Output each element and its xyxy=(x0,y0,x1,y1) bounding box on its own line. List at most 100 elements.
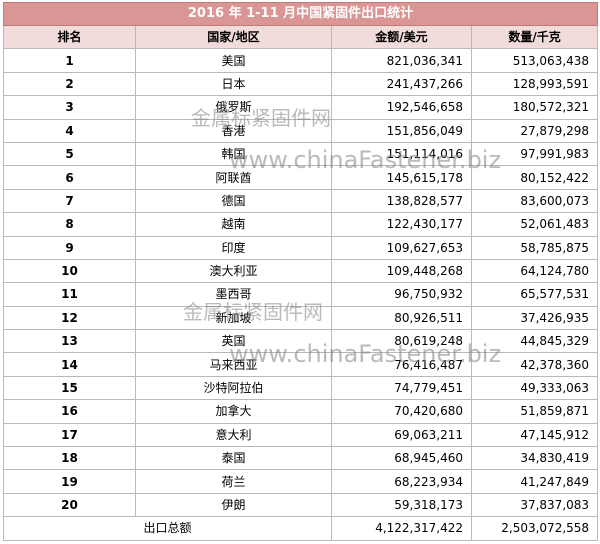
cell: 6 xyxy=(3,165,136,190)
cell: 109,448,268 xyxy=(331,258,472,284)
cell: 27,879,298 xyxy=(470,118,599,143)
cell: 37,426,935 xyxy=(470,305,599,331)
cell: 沙特阿拉伯 xyxy=(135,375,332,401)
cell: 2 xyxy=(3,71,136,97)
cell: 韩国 xyxy=(135,141,332,167)
cell: 80,152,422 xyxy=(470,165,599,190)
cell: 513,063,438 xyxy=(470,48,599,73)
cell: 52,061,483 xyxy=(470,212,599,237)
cell: 76,416,487 xyxy=(331,352,472,377)
cell: 109,627,653 xyxy=(331,235,472,260)
cell: 151,114,016 xyxy=(331,141,472,167)
total-quantity: 2,503,072,558 xyxy=(470,516,599,541)
data-row: 13 英国 80,619,248 44,845,329 xyxy=(3,329,599,354)
cell: 58,785,875 xyxy=(470,235,599,260)
cell: 17 xyxy=(3,422,136,448)
cell: 138,828,577 xyxy=(331,188,472,214)
cell: 16 xyxy=(3,399,136,424)
cell: 65,577,531 xyxy=(470,282,599,307)
data-row: 9 印度 109,627,653 58,785,875 xyxy=(3,235,599,260)
cell: 5 xyxy=(3,141,136,167)
cell: 俄罗斯 xyxy=(135,95,332,120)
header-cell: 金额/美元 xyxy=(331,24,472,50)
cell: 49,333,063 xyxy=(470,375,599,401)
table-title: 2016 年 1-11 月中国紧固件出口统计 xyxy=(2,2,599,26)
cell: 34,830,419 xyxy=(470,446,599,471)
cell: 澳大利亚 xyxy=(135,258,332,284)
data-row: 3 俄罗斯 192,546,658 180,572,321 xyxy=(3,95,599,120)
cell: 4 xyxy=(3,118,136,143)
cell: 41,247,849 xyxy=(470,469,599,494)
data-row: 7 德国 138,828,577 83,600,073 xyxy=(3,188,599,214)
cell: 80,619,248 xyxy=(331,329,472,354)
data-row: 4 香港 151,856,049 27,879,298 xyxy=(3,118,599,143)
cell: 128,993,591 xyxy=(470,71,599,97)
cell: 37,837,083 xyxy=(470,492,599,518)
cell: 日本 xyxy=(135,71,332,97)
cell: 泰国 xyxy=(135,446,332,471)
cell: 15 xyxy=(3,375,136,401)
cell: 新加坡 xyxy=(135,305,332,331)
cell: 47,145,912 xyxy=(470,422,599,448)
cell: 64,124,780 xyxy=(470,258,599,284)
header-row: 排名 国家/地区 金额/美元 数量/千克 xyxy=(3,24,599,50)
cell: 96,750,932 xyxy=(331,282,472,307)
cell: 马来西亚 xyxy=(135,352,332,377)
data-row: 15 沙特阿拉伯 74,779,451 49,333,063 xyxy=(3,375,599,401)
data-row: 10 澳大利亚 109,448,268 64,124,780 xyxy=(3,258,599,284)
cell: 151,856,049 xyxy=(331,118,472,143)
cell: 伊朗 xyxy=(135,492,332,518)
data-row: 17 意大利 69,063,211 47,145,912 xyxy=(3,422,599,448)
data-row: 5 韩国 151,114,016 97,991,983 xyxy=(3,141,599,167)
cell: 3 xyxy=(3,95,136,120)
cell: 83,600,073 xyxy=(470,188,599,214)
cell: 44,845,329 xyxy=(470,329,599,354)
cell: 42,378,360 xyxy=(470,352,599,377)
cell: 11 xyxy=(3,282,136,307)
cell: 意大利 xyxy=(135,422,332,448)
cell: 145,615,178 xyxy=(331,165,472,190)
cell: 墨西哥 xyxy=(135,282,332,307)
cell: 德国 xyxy=(135,188,332,214)
header-cell: 数量/千克 xyxy=(470,24,599,50)
cell: 美国 xyxy=(135,48,332,73)
cell: 10 xyxy=(3,258,136,284)
cell: 51,859,871 xyxy=(470,399,599,424)
cell: 192,546,658 xyxy=(331,95,472,120)
header-cell: 排名 xyxy=(3,24,136,50)
data-row: 11 墨西哥 96,750,932 65,577,531 xyxy=(3,282,599,307)
cell: 97,991,983 xyxy=(470,141,599,167)
data-row: 19 荷兰 68,223,934 41,247,849 xyxy=(3,469,599,494)
cell: 阿联酋 xyxy=(135,165,332,190)
cell: 20 xyxy=(3,492,136,518)
total-amount: 4,122,317,422 xyxy=(331,516,472,541)
data-row: 6 阿联酋 145,615,178 80,152,422 xyxy=(3,165,599,190)
cell: 荷兰 xyxy=(135,469,332,494)
cell: 68,945,460 xyxy=(331,446,472,471)
cell: 1 xyxy=(3,48,136,73)
data-row: 18 泰国 68,945,460 34,830,419 xyxy=(3,446,599,471)
data-row: 16 加拿大 70,420,680 51,859,871 xyxy=(3,399,599,424)
total-row: 出口总额 4,122,317,422 2,503,072,558 xyxy=(3,516,599,541)
data-row: 20 伊朗 59,318,173 37,837,083 xyxy=(3,492,599,518)
cell: 13 xyxy=(3,329,136,354)
cell: 821,036,341 xyxy=(331,48,472,73)
cell: 59,318,173 xyxy=(331,492,472,518)
cell: 印度 xyxy=(135,235,332,260)
cell: 加拿大 xyxy=(135,399,332,424)
data-row: 2 日本 241,437,266 128,993,591 xyxy=(3,71,599,97)
total-label: 出口总额 xyxy=(3,516,332,541)
data-row: 1 美国 821,036,341 513,063,438 xyxy=(3,48,599,73)
cell: 241,437,266 xyxy=(331,71,472,97)
cell: 9 xyxy=(3,235,136,260)
cell: 19 xyxy=(3,469,136,494)
cell: 12 xyxy=(3,305,136,331)
cell: 8 xyxy=(3,212,136,237)
cell: 122,430,177 xyxy=(331,212,472,237)
data-row: 14 马来西亚 76,416,487 42,378,360 xyxy=(3,352,599,377)
cell: 68,223,934 xyxy=(331,469,472,494)
cell: 越南 xyxy=(135,212,332,237)
cell: 14 xyxy=(3,352,136,377)
cell: 80,926,511 xyxy=(331,305,472,331)
